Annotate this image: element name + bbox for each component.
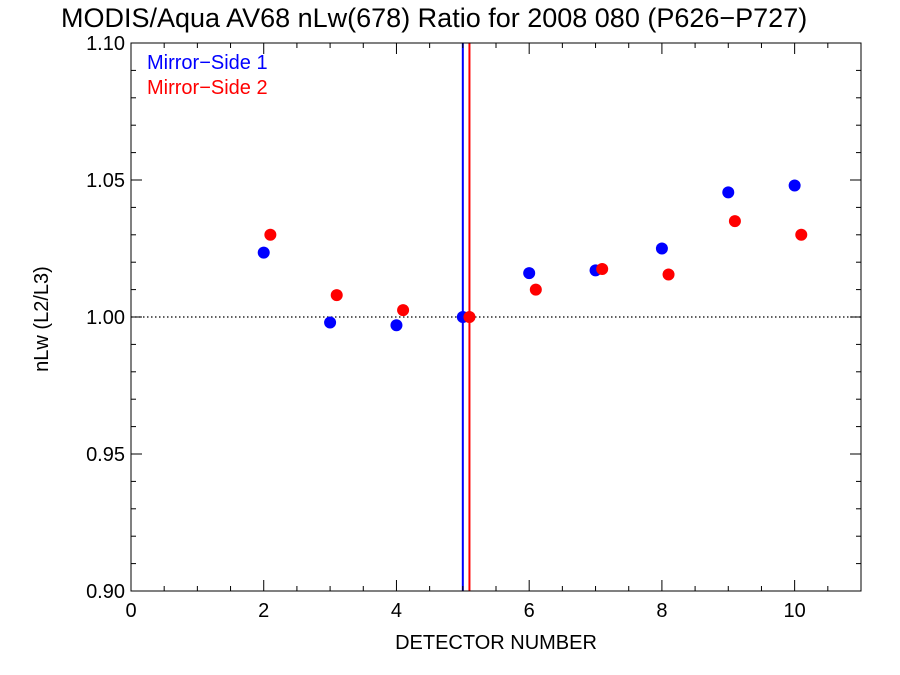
y-tick-label: 0.90 [86, 581, 125, 603]
reference-lines [131, 43, 861, 591]
y-axis-label: nLw (L2/L3) [31, 266, 53, 372]
series-1-point [722, 186, 735, 199]
series-2-point [463, 311, 476, 323]
x-tick-label: 6 [524, 600, 535, 622]
series-2-point [596, 263, 609, 276]
y-tick-label: 1.10 [86, 33, 125, 55]
x-tick-label: 4 [391, 600, 402, 622]
x-tick-label: 8 [656, 600, 667, 622]
series-2-point [397, 304, 410, 317]
series-2-point [529, 283, 542, 296]
x-tick-label: 0 [125, 600, 136, 622]
y-tick-label: 1.00 [86, 307, 125, 329]
series-1-point [324, 316, 337, 329]
series-2-point [662, 268, 675, 281]
series-2-point [728, 215, 741, 228]
axes: 0 2 4 6 8 10 0.90 0.95 1.00 1.05 1.10 [86, 33, 862, 622]
legend-entry-1: Mirror−Side 1 [147, 52, 268, 74]
legend: Mirror−Side 1 Mirror−Side 2 [147, 52, 268, 99]
series-1-point [655, 242, 668, 255]
series-1-point [788, 179, 801, 192]
x-axis-label: DETECTOR NUMBER [395, 632, 597, 654]
y-tick-label: 1.05 [86, 170, 125, 192]
legend-entry-2: Mirror−Side 2 [147, 77, 268, 99]
x-tick-label: 10 [784, 600, 806, 622]
series-2-point [264, 228, 277, 241]
y-tick-label: 0.95 [86, 444, 125, 466]
series-2-point [330, 289, 343, 302]
series-1-point [257, 246, 270, 259]
series-1-point [390, 319, 403, 332]
x-tick-label: 2 [258, 600, 269, 622]
series-1-point [523, 267, 536, 280]
series-2-point [795, 228, 808, 241]
chart-title: MODIS/Aqua AV68 nLw(678) Ratio for 2008 … [61, 3, 807, 33]
data-points [257, 179, 808, 332]
